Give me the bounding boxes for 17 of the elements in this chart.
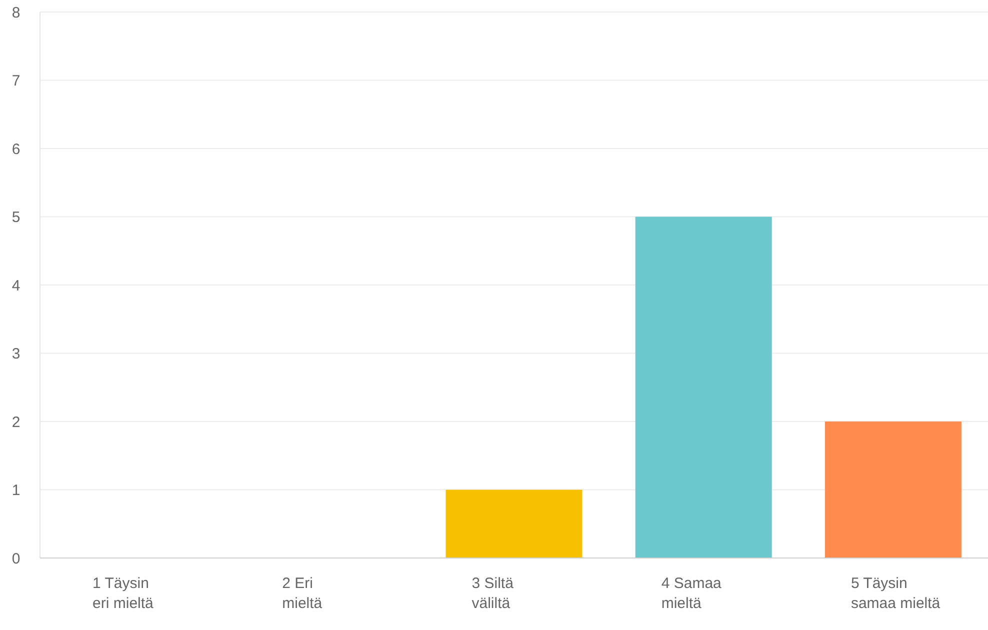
- y-tick-label: 5: [12, 209, 20, 226]
- y-tick-label: 4: [12, 277, 20, 294]
- y-tick-label: 1: [12, 482, 20, 499]
- y-tick-label: 3: [12, 346, 20, 362]
- y-tick-label: 2: [12, 414, 20, 431]
- y-tick-label: 6: [12, 140, 20, 158]
- y-tick-label: 7: [12, 72, 20, 90]
- x-tick-label: 4 Samaa mieltä: [661, 575, 722, 612]
- x-tick-label: 5 Täysin samaa mieltä: [850, 575, 941, 612]
- x-tick-label: 2 Eri mieltä: [282, 575, 323, 612]
- bar: [446, 490, 582, 558]
- x-tick-label: 1 Täysin eri mieltä: [92, 575, 154, 612]
- y-tick-label: 8: [12, 4, 20, 22]
- x-tick-label: 3 Siltä väliltä: [472, 575, 514, 612]
- y-tick-label: 0: [12, 550, 20, 568]
- bar: [824, 422, 962, 558]
- bar: [635, 216, 772, 558]
